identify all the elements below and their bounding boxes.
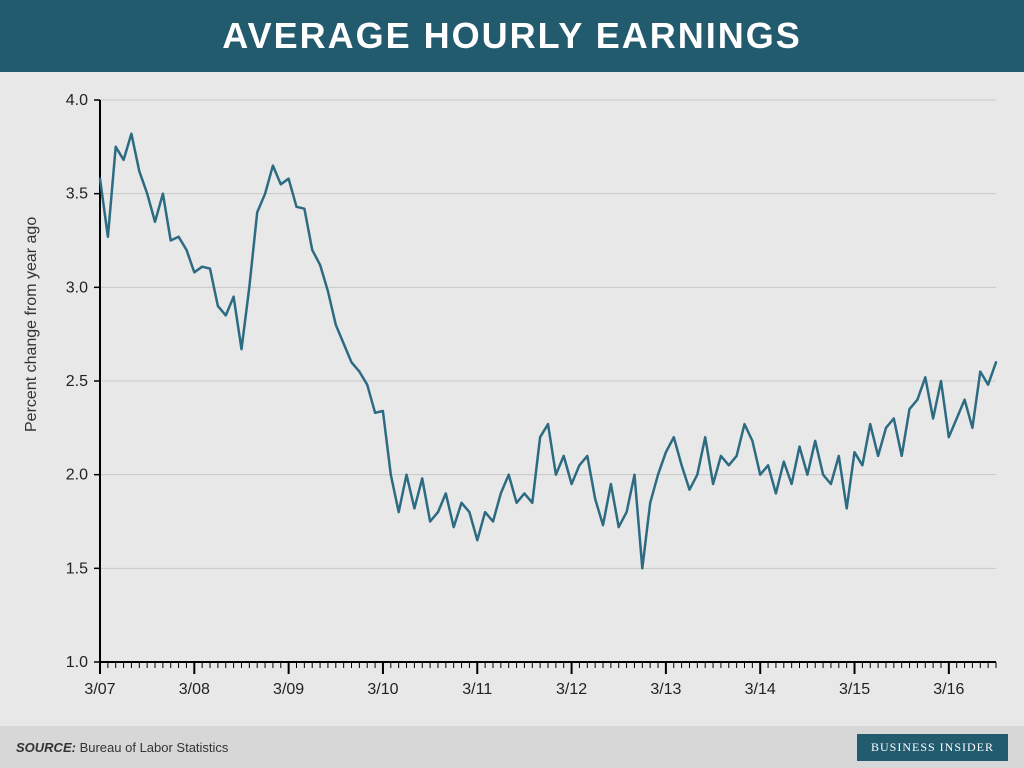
svg-text:2.5: 2.5 xyxy=(66,373,88,390)
svg-text:4.0: 4.0 xyxy=(66,92,88,109)
source-text: SOURCE: Bureau of Labor Statistics xyxy=(16,740,228,755)
y-axis-label: Percent change from year ago xyxy=(23,217,41,432)
svg-text:3/15: 3/15 xyxy=(839,681,870,698)
svg-text:3/09: 3/09 xyxy=(273,681,304,698)
chart-title: AVERAGE HOURLY EARNINGS xyxy=(222,15,801,57)
svg-text:2.0: 2.0 xyxy=(66,467,88,484)
svg-text:3/11: 3/11 xyxy=(462,681,492,698)
svg-text:3/13: 3/13 xyxy=(650,681,681,698)
svg-text:1.5: 1.5 xyxy=(66,560,88,577)
chart-area: Percent change from year ago 1.0 1.5 2.0 2.… xyxy=(0,72,1024,726)
line-chart-svg: 1.0 1.5 2.0 2.5 3.0 3.5 4.0 3/07 3/08 3/09 3/10 3/1… xyxy=(0,72,1024,726)
svg-text:3.0: 3.0 xyxy=(66,279,88,296)
svg-text:3/10: 3/10 xyxy=(367,681,398,698)
chart-footer: SOURCE: Bureau of Labor Statistics BUSIN… xyxy=(0,726,1024,768)
svg-text:3/12: 3/12 xyxy=(556,681,587,698)
brand-badge: BUSINESS INSIDER xyxy=(857,734,1008,761)
svg-text:3/08: 3/08 xyxy=(179,681,210,698)
source-value: Bureau of Labor Statistics xyxy=(80,740,229,755)
svg-text:3/16: 3/16 xyxy=(933,681,964,698)
svg-text:3.5: 3.5 xyxy=(66,186,88,203)
source-label: SOURCE: xyxy=(16,740,76,755)
svg-text:3/07: 3/07 xyxy=(84,681,115,698)
svg-text:3/14: 3/14 xyxy=(745,681,776,698)
svg-text:1.0: 1.0 xyxy=(66,654,88,671)
chart-header: AVERAGE HOURLY EARNINGS xyxy=(0,0,1024,72)
